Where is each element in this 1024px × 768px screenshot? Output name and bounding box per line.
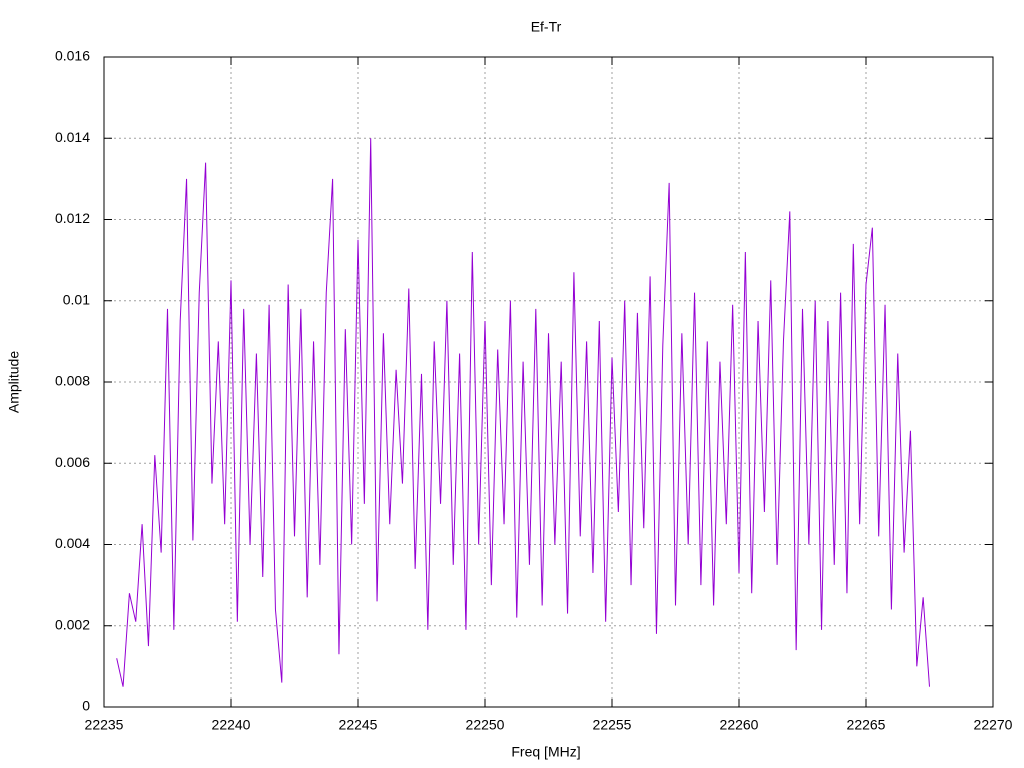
x-tick-label: 22255 [593,717,632,733]
y-tick-label: 0 [82,698,90,714]
x-tick-label: 22260 [720,717,759,733]
y-tick-label: 0.002 [55,616,90,632]
chart-title: Ef-Tr [531,19,562,35]
x-tick-label: 22250 [466,717,505,733]
y-tick-label: 0.016 [55,48,90,64]
x-tick-label: 22265 [847,717,886,733]
plot-frame [103,56,994,708]
y-tick-label: 0.01 [63,291,90,307]
x-tick-label: 22245 [339,717,378,733]
x-axis-label: Freq [MHz] [511,744,580,760]
x-tick-label: 22235 [85,717,124,733]
y-tick-label: 0.008 [55,373,90,389]
y-tick-label: 0.012 [55,210,90,226]
data-line [116,138,930,687]
x-tick-label: 22240 [212,717,251,733]
y-tick-label: 0.006 [55,454,90,470]
y-tick-label: 0.014 [55,129,90,145]
x-tick-label: 22270 [974,717,1013,733]
y-tick-label: 0.004 [55,535,90,551]
y-axis-label: Amplitude [6,351,22,413]
